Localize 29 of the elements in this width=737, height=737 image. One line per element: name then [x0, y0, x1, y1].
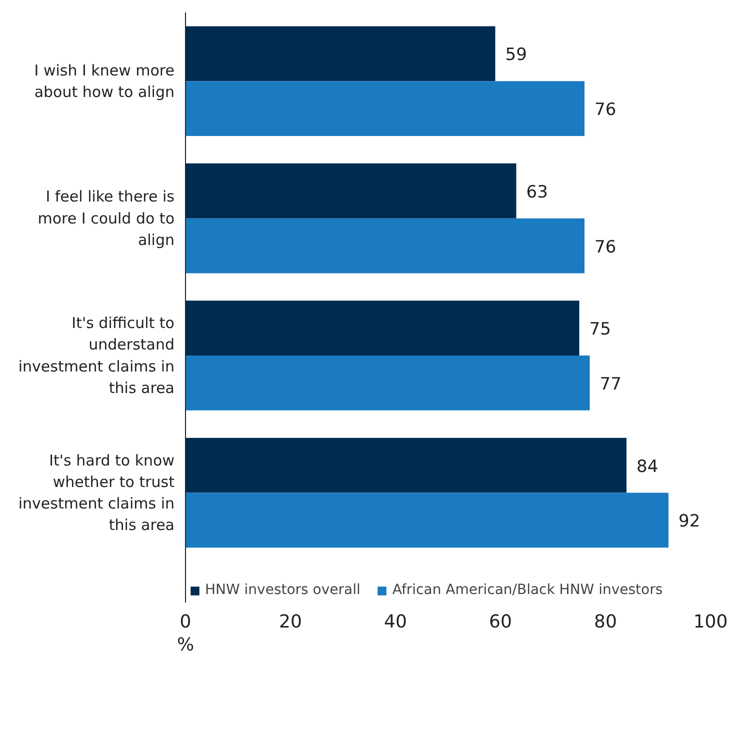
- x-tick-label: 80: [594, 612, 617, 632]
- data-label: 92: [678, 512, 700, 532]
- data-label: 75: [589, 320, 611, 340]
- bar: [186, 163, 516, 218]
- bar: [186, 218, 584, 274]
- legend-label: African American/Black HNW investors: [392, 582, 663, 598]
- data-label: 59: [505, 45, 527, 66]
- x-tick-label: 60: [489, 612, 512, 632]
- x-tick-label: 20: [279, 612, 302, 632]
- x-tick-label: 100: [693, 612, 728, 632]
- x-axis-title: %: [176, 634, 194, 656]
- data-label: 84: [636, 456, 658, 477]
- data-label: 63: [526, 182, 548, 202]
- legend-label: HNW investors overall: [205, 582, 360, 598]
- x-tick-label: 0: [180, 612, 192, 632]
- y-tick-label: I feel like there is more I could do to align: [38, 188, 175, 249]
- bar: [186, 492, 668, 548]
- data-label: 76: [594, 100, 616, 120]
- y-tick-label: It's difficult to understand investment claims in this area: [18, 314, 175, 397]
- bar: [186, 356, 590, 410]
- y-tick-label: I wish I knew more about how to align: [34, 61, 175, 101]
- x-tick-label: 40: [384, 612, 407, 632]
- data-label: 76: [594, 237, 616, 258]
- bar: [186, 438, 626, 493]
- data-label: 77: [600, 374, 622, 394]
- y-tick-label: It's hard to know whether to trust investment claims in this area: [18, 451, 175, 534]
- bar: [186, 26, 496, 82]
- bar: [186, 81, 584, 136]
- bar: [186, 300, 580, 356]
